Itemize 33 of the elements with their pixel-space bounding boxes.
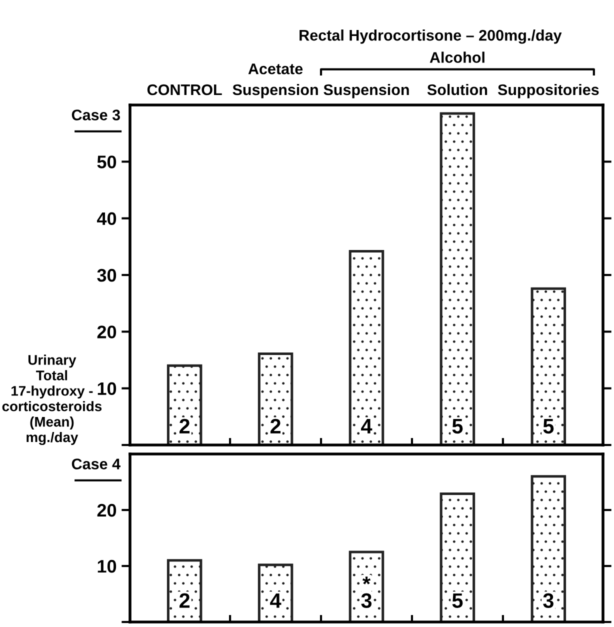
category-label: CONTROL [147,84,222,96]
category-label: Suppositories [498,84,599,98]
y-tick-label: 30 [97,268,116,282]
chart-title: Rectal Hydrocortisone – 200mg./day [300,29,562,44]
bar [348,250,384,445]
chart-subtitle: Case 3 [72,110,120,120]
annotation: 4 [361,419,372,434]
text: Alcohol [430,52,484,63]
chart-subtitle: Case 4 [72,458,120,470]
annotation: 4 [270,593,282,608]
annotation: 5 [452,419,463,434]
bar [440,112,476,445]
category-label: Solution [427,84,488,96]
y-tick-label: 50 [97,156,116,168]
bar [258,352,294,445]
bar [530,475,566,622]
annotation: 2 [180,593,190,608]
y-tick-label: 40 [97,212,116,226]
category-label: Acetate Suspension [232,64,318,98]
annotation: 5 [543,419,554,434]
bar [530,287,566,445]
category-label: Suspension [324,84,409,98]
annotation: * [362,576,371,584]
annotation: 5 [452,593,463,608]
annotation: 2 [180,418,190,434]
y-tick-label: 10 [98,560,116,573]
annotation: 2 [270,418,280,434]
annotation: 3 [543,593,554,608]
bar [166,364,202,445]
bar [440,492,476,622]
y-tick-label: 20 [97,326,116,338]
annotation: 3 [361,593,372,608]
y-tick-label: 20 [97,504,116,517]
